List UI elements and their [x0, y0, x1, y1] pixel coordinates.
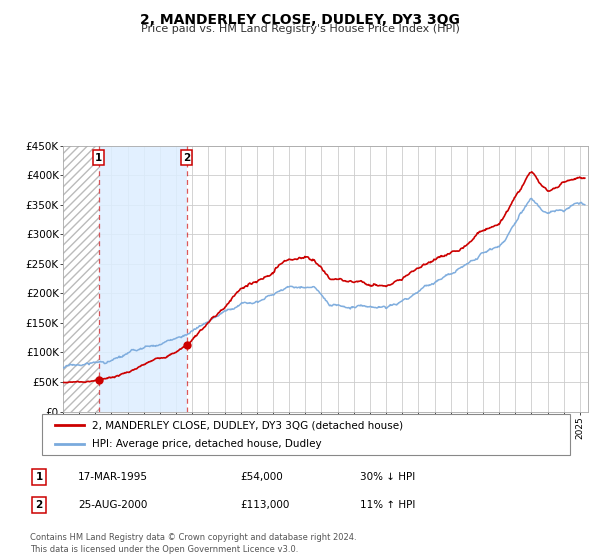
Text: 11% ↑ HPI: 11% ↑ HPI	[360, 500, 415, 510]
Text: 17-MAR-1995: 17-MAR-1995	[78, 472, 148, 482]
Text: 1: 1	[95, 152, 103, 162]
Text: 2: 2	[183, 152, 190, 162]
Text: Contains HM Land Registry data © Crown copyright and database right 2024.
This d: Contains HM Land Registry data © Crown c…	[30, 533, 356, 554]
Text: £54,000: £54,000	[240, 472, 283, 482]
Text: 2, MANDERLEY CLOSE, DUDLEY, DY3 3QG (detached house): 2, MANDERLEY CLOSE, DUDLEY, DY3 3QG (det…	[92, 421, 403, 430]
Bar	[63, 146, 98, 412]
Text: 25-AUG-2000: 25-AUG-2000	[78, 500, 148, 510]
Bar	[98, 146, 187, 412]
Text: Price paid vs. HM Land Registry's House Price Index (HPI): Price paid vs. HM Land Registry's House …	[140, 24, 460, 34]
Text: 2, MANDERLEY CLOSE, DUDLEY, DY3 3QG: 2, MANDERLEY CLOSE, DUDLEY, DY3 3QG	[140, 13, 460, 27]
Text: £113,000: £113,000	[240, 500, 289, 510]
Text: 2: 2	[35, 500, 43, 510]
Text: 30% ↓ HPI: 30% ↓ HPI	[360, 472, 415, 482]
Text: 1: 1	[35, 472, 43, 482]
Text: HPI: Average price, detached house, Dudley: HPI: Average price, detached house, Dudl…	[92, 439, 322, 449]
